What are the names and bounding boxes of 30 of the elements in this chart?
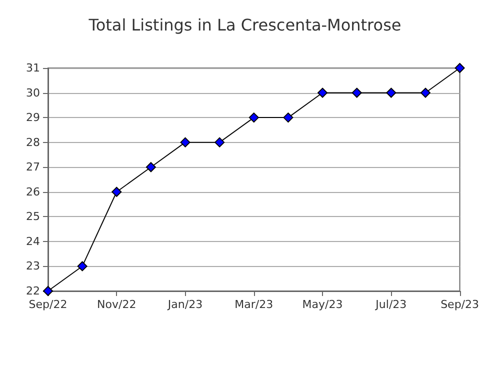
point xyxy=(318,88,328,98)
x-tick-label: Mar/23 xyxy=(234,298,274,311)
y-tick-label: 22 xyxy=(26,284,40,298)
point xyxy=(386,88,396,98)
point xyxy=(77,261,88,272)
y-tick-label: 30 xyxy=(26,86,40,100)
point xyxy=(180,137,190,148)
point xyxy=(420,88,430,98)
y-tick-label: 27 xyxy=(26,160,40,174)
chart-title: Total Listings in La Crescenta-Montrose xyxy=(88,16,402,34)
y-tick-label: 31 xyxy=(26,62,40,74)
y-tick-label: 28 xyxy=(26,136,40,149)
x-tick-label: May/23 xyxy=(302,298,343,311)
point xyxy=(283,112,294,123)
point xyxy=(248,112,259,123)
point xyxy=(214,137,225,148)
point xyxy=(112,186,122,197)
x-tick-label: Nov/22 xyxy=(97,298,136,311)
point xyxy=(454,63,465,73)
x-tick-label: Sep/22 xyxy=(28,298,68,311)
x-tick-label: Jan/23 xyxy=(166,298,203,311)
x-tick-label: Sep/23 xyxy=(440,298,479,311)
point xyxy=(146,162,156,172)
y-tick-label: 26 xyxy=(26,185,40,198)
y-tick-label: 23 xyxy=(26,260,40,273)
y-tick-label: 24 xyxy=(26,234,40,248)
point xyxy=(352,88,362,98)
x-tick-label: Jul/23 xyxy=(374,298,407,311)
y-tick-label: 25 xyxy=(26,210,40,224)
y-tick-label: 29 xyxy=(26,111,40,124)
